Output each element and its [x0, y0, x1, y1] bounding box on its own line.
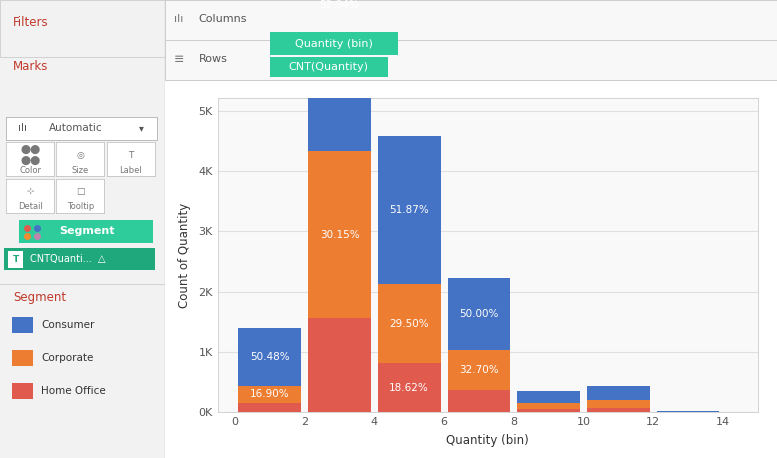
Bar — [517, 403, 580, 409]
Bar — [448, 391, 510, 412]
Text: ▾: ▾ — [139, 123, 144, 133]
Bar — [517, 409, 580, 412]
Text: T: T — [128, 151, 134, 159]
Text: 29.50%: 29.50% — [389, 319, 429, 329]
Bar — [378, 284, 441, 363]
Text: ≡: ≡ — [174, 53, 184, 66]
Text: ılı: ılı — [19, 123, 27, 133]
Text: Consumer: Consumer — [41, 320, 95, 330]
Text: ⊹: ⊹ — [26, 187, 34, 196]
Bar — [587, 400, 650, 408]
Bar — [12, 317, 33, 333]
Bar — [448, 350, 510, 391]
Bar — [308, 0, 371, 151]
Bar — [587, 408, 650, 412]
Bar — [12, 350, 33, 366]
Bar — [378, 136, 441, 284]
Text: Color: Color — [19, 166, 41, 174]
Bar — [657, 411, 720, 412]
Text: Home Office: Home Office — [41, 386, 106, 396]
Bar — [587, 386, 650, 400]
Text: Size: Size — [71, 166, 89, 174]
Text: Automatic: Automatic — [48, 123, 102, 133]
Text: 52.94%: 52.94% — [319, 0, 360, 10]
Bar — [308, 318, 371, 412]
Y-axis label: Count of Quantity: Count of Quantity — [179, 203, 191, 308]
Text: □: □ — [76, 187, 85, 196]
Text: Rows: Rows — [198, 55, 228, 64]
Text: Label: Label — [120, 166, 142, 174]
Text: Detail: Detail — [18, 202, 43, 211]
Text: 16.90%: 16.90% — [250, 389, 290, 399]
Text: Filters: Filters — [13, 16, 49, 29]
Text: CNT(Quantity): CNT(Quantity) — [289, 62, 368, 72]
Text: 32.70%: 32.70% — [459, 365, 499, 375]
Bar — [12, 383, 33, 399]
Text: CNTQuanti...  △: CNTQuanti... △ — [30, 254, 105, 264]
Text: 51.87%: 51.87% — [389, 205, 429, 215]
Text: Segment: Segment — [13, 291, 66, 304]
Text: ⬤⬤
⬤⬤: ⬤⬤ ⬤⬤ — [20, 145, 40, 165]
Text: T: T — [12, 255, 19, 264]
Text: Quantity (bin): Quantity (bin) — [294, 38, 373, 49]
Text: 50.48%: 50.48% — [250, 352, 290, 362]
Text: 18.62%: 18.62% — [389, 383, 429, 393]
Bar — [239, 328, 301, 386]
Text: Corporate: Corporate — [41, 353, 93, 363]
Text: ılı: ılı — [174, 14, 183, 24]
Text: Segment: Segment — [60, 226, 115, 236]
Bar — [239, 403, 301, 412]
Text: 30.15%: 30.15% — [319, 229, 359, 240]
Bar — [239, 386, 301, 403]
Text: Columns: Columns — [198, 14, 247, 24]
Bar — [9, 251, 23, 267]
Bar — [378, 363, 441, 412]
X-axis label: Quantity (bin): Quantity (bin) — [446, 434, 529, 447]
Text: Marks: Marks — [13, 60, 48, 72]
Text: 50.00%: 50.00% — [459, 309, 499, 319]
Bar — [0, 0, 165, 57]
Text: ◎: ◎ — [76, 151, 85, 159]
Bar — [308, 151, 371, 318]
Text: Tooltip: Tooltip — [67, 202, 94, 211]
Bar — [448, 278, 510, 350]
Bar — [517, 391, 580, 403]
